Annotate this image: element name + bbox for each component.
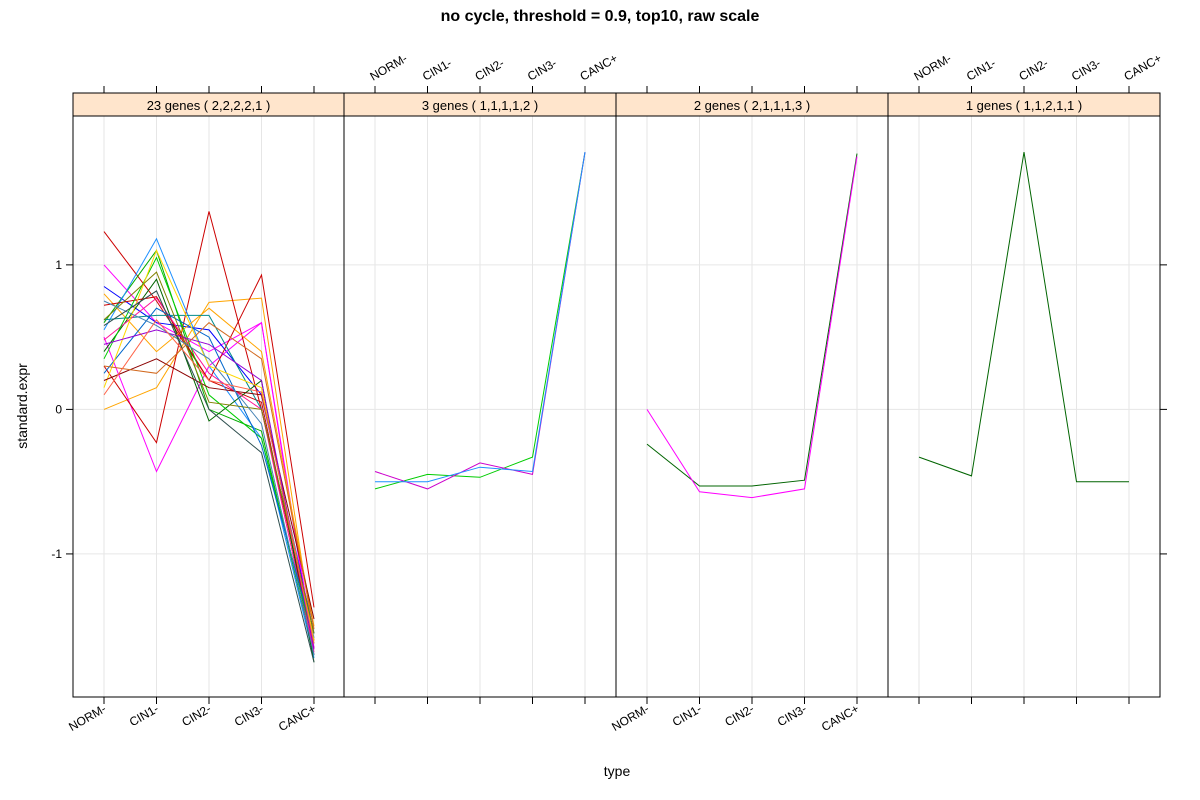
x-tick-label: NORM-: [912, 51, 954, 83]
y-tick-label: -1: [51, 547, 62, 561]
x-axis-label: type: [604, 763, 631, 779]
y-tick-label: 0: [55, 402, 62, 416]
panel-strip-label: 3 genes ( 1,1,1,1,2 ): [422, 98, 538, 113]
series-line: [103, 290, 315, 663]
x-tick-label: CANC+: [578, 51, 621, 84]
x-tick-label: CIN2-: [722, 701, 756, 729]
x-tick-label: CANC+: [1122, 51, 1165, 84]
series-line: [103, 318, 315, 644]
series-line: [646, 153, 858, 487]
x-tick-label: CIN3-: [1069, 56, 1103, 84]
series-line: [103, 256, 315, 644]
x-tick-label: CIN3-: [775, 701, 809, 729]
x-tick-label: CIN3-: [232, 701, 266, 729]
panel-strip-label: 1 genes ( 1,1,2,1,1 ): [966, 98, 1082, 113]
series-line: [103, 271, 315, 634]
x-tick-label: NORM-: [368, 51, 410, 83]
x-tick-label: NORM-: [66, 701, 108, 733]
panels-layer: 23 genes ( 2,2,2,2,1 ) NORM- CIN1- CIN2- CIN…: [51, 51, 1167, 734]
x-tick-label: CIN1-: [127, 701, 161, 729]
x-tick-label: CIN2-: [1017, 56, 1051, 84]
series-line: [103, 300, 315, 656]
series-line: [103, 322, 315, 630]
x-tick-label: CIN1-: [420, 56, 454, 84]
x-tick-label: CIN2-: [179, 701, 213, 729]
series-line: [646, 156, 858, 499]
series-line: [375, 152, 586, 483]
x-tick-label: NORM-: [609, 701, 651, 733]
panel-strip-label: 23 genes ( 2,2,2,2,1 ): [147, 98, 271, 113]
series-line: [103, 297, 315, 653]
y-tick-label: 1: [55, 258, 62, 272]
x-tick-label: CIN1-: [670, 701, 704, 729]
panel-strip-label: 2 genes ( 2,1,1,1,3 ): [694, 98, 810, 113]
series-line: [103, 329, 315, 650]
x-tick-label: CIN2-: [473, 56, 507, 84]
series-line: [918, 152, 1129, 483]
chart-title: no cycle, threshold = 0.9, top10, raw sc…: [441, 8, 760, 25]
series-line: [103, 297, 315, 641]
series-line: [374, 152, 586, 490]
x-tick-label: CANC+: [819, 701, 862, 734]
x-tick-label: CIN3-: [525, 56, 559, 84]
series-line: [103, 307, 315, 638]
x-tick-label: CANC+: [276, 701, 319, 734]
x-tick-label: CIN1-: [964, 56, 998, 84]
y-axis-label: standard.expr: [14, 363, 30, 449]
series-line: [103, 211, 315, 641]
series-line: [103, 293, 315, 627]
